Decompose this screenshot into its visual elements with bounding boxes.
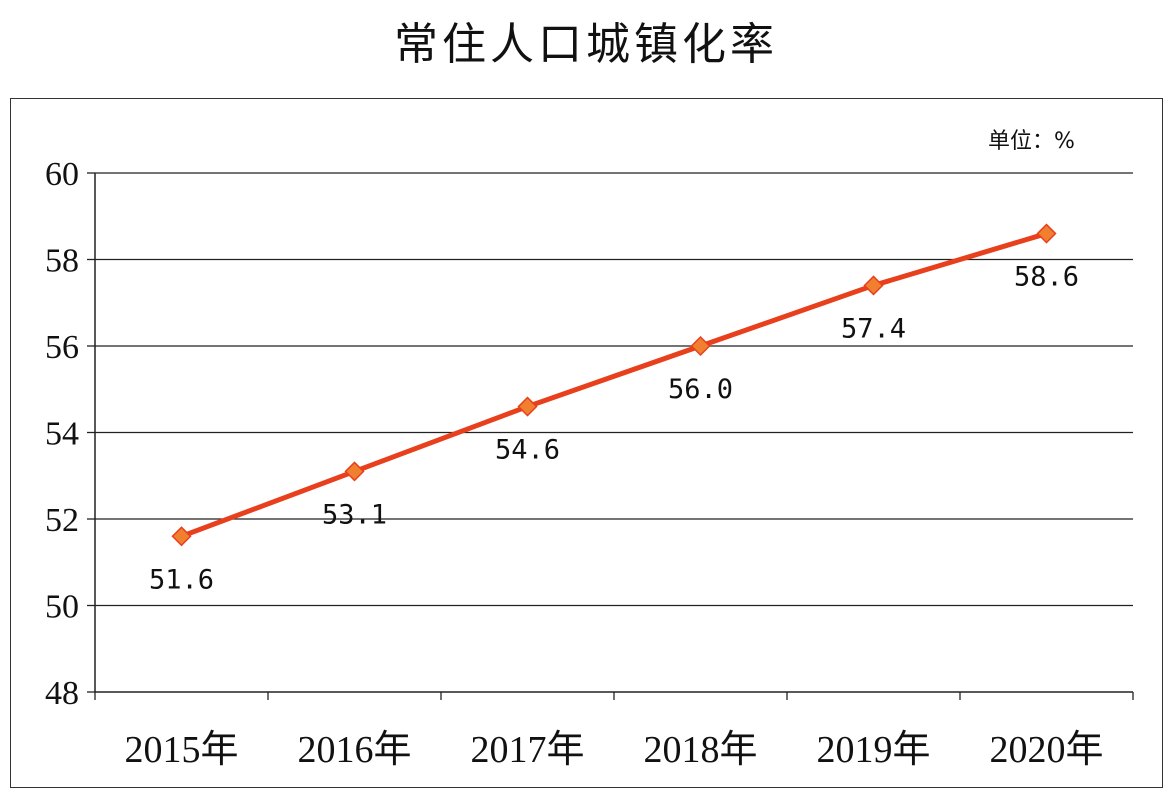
chart-frame (10, 98, 1163, 788)
y-tick-label: 50 (45, 589, 79, 626)
chart-title: 常住人口城镇化率 (394, 19, 778, 70)
data-point (690, 335, 711, 357)
axes: 48 50 52 54 56 58 60 2015年 2016年 2017年 2018年 2019年 2… (45, 156, 1134, 771)
x-tick-label: 2017年 (470, 729, 584, 771)
x-tick-label: 2016年 (297, 729, 411, 771)
y-tick-label: 52 (45, 502, 79, 539)
data-point (1036, 223, 1057, 244)
data-label: 56.0 (668, 374, 733, 405)
data-label: 53.1 (322, 499, 387, 530)
data-labels: 51.6 53.1 54.6 56.0 57.4 58.6 (149, 262, 1079, 596)
unit-label: 单位：% (988, 129, 1075, 154)
data-point (171, 526, 192, 547)
x-tick-label: 2020年 (989, 729, 1103, 771)
series (171, 223, 1057, 547)
data-point (344, 461, 365, 482)
x-tick-label: 2018年 (643, 729, 757, 771)
y-tick-label: 56 (45, 329, 79, 366)
series-line (179, 231, 1049, 539)
data-label: 57.4 (841, 313, 906, 344)
data-label: 58.6 (1014, 262, 1079, 293)
x-tick-label: 2019年 (816, 729, 930, 771)
data-point (863, 275, 884, 296)
y-tick-label: 60 (45, 156, 79, 193)
x-tick-label: 2015年 (124, 729, 238, 771)
y-tick-label: 58 (45, 243, 79, 280)
y-tick-label: 54 (45, 416, 79, 453)
y-tick-label: 48 (45, 675, 79, 712)
data-point (517, 396, 538, 417)
data-label: 51.6 (149, 564, 214, 595)
gridlines (95, 172, 1133, 607)
data-label: 54.6 (495, 435, 560, 466)
